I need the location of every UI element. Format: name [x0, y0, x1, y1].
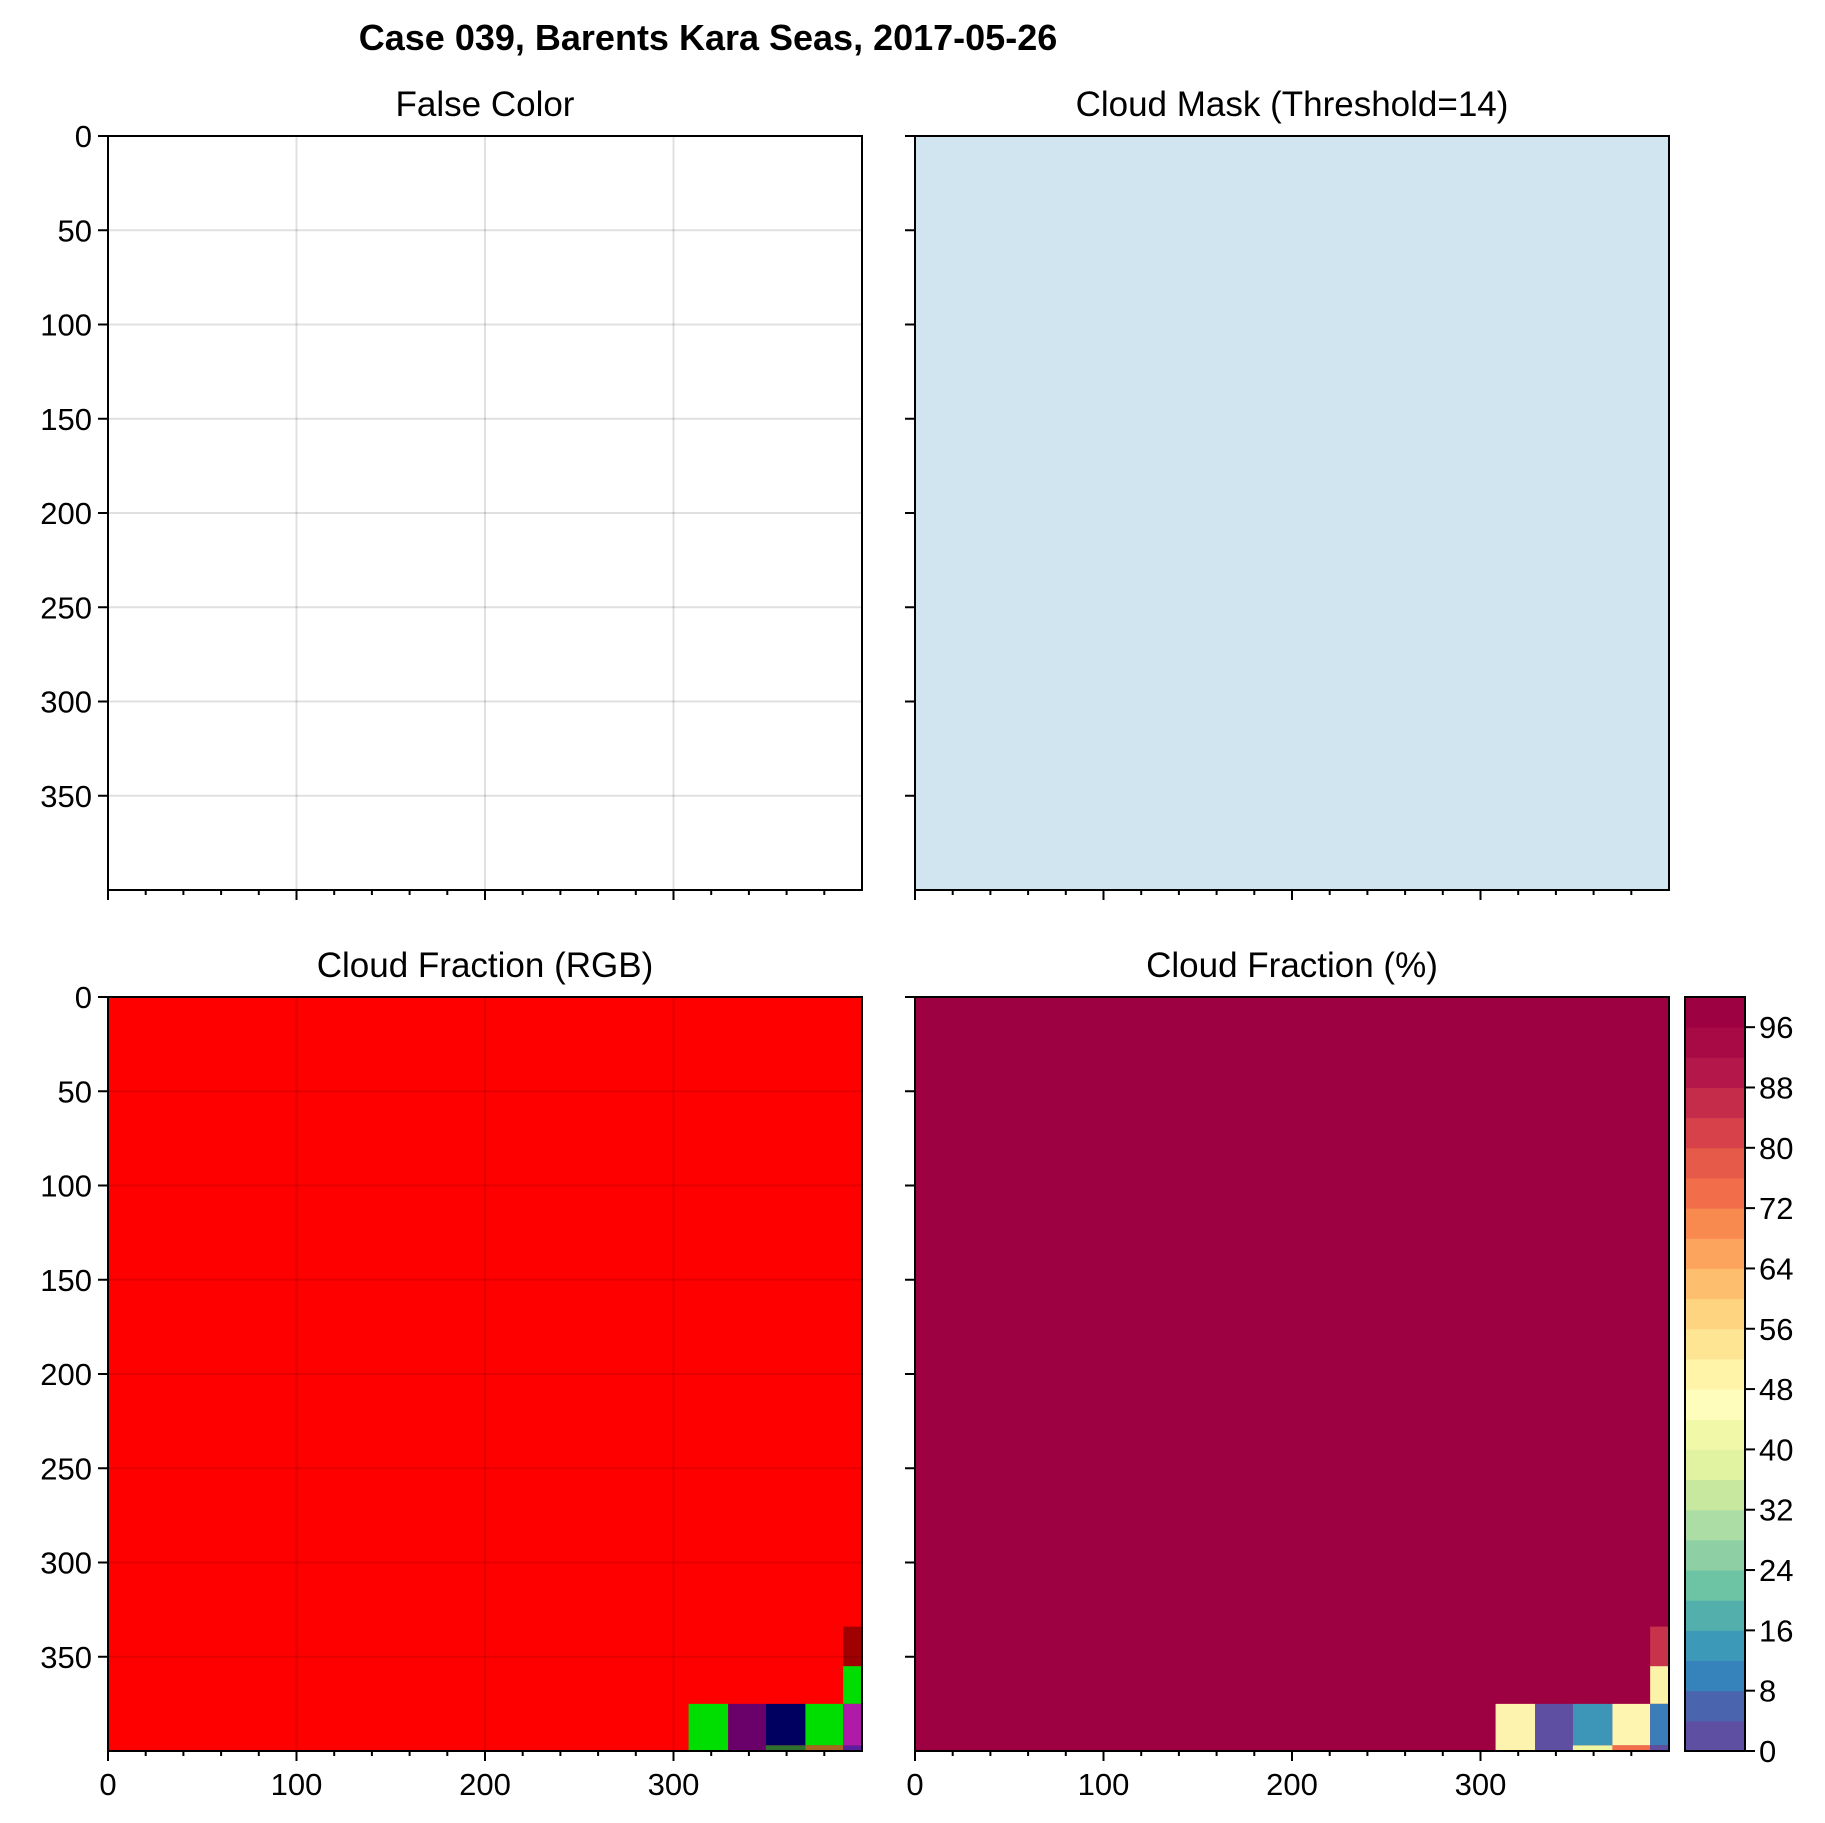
colorbar-segment: [1685, 1570, 1745, 1601]
colorbar-segment: [1685, 1449, 1745, 1481]
panel-title: Cloud Fraction (%): [1146, 946, 1438, 985]
x-tick-label: 200: [459, 1767, 511, 1802]
colorbar-tick-label: 40: [1759, 1432, 1793, 1467]
y-tick-label: 200: [40, 1357, 92, 1392]
panel-title: Cloud Mask (Threshold=14): [1076, 85, 1509, 124]
x-tick-label: 0: [906, 1767, 923, 1802]
y-tick-label: 300: [40, 685, 92, 720]
colorbar-segment: [1685, 1600, 1745, 1631]
heatmap-cell: [805, 1703, 844, 1746]
colorbar-segment: [1685, 1539, 1745, 1571]
y-tick-label: 150: [40, 1263, 92, 1298]
heatmap-cell: [1650, 1626, 1669, 1667]
colorbar-segment: [1685, 1268, 1745, 1300]
panel-cloud-fraction: Cloud Fraction (%) 0 100 200 300 0 8 16 24 32 40 48…: [905, 946, 1793, 1802]
x-tick-label: 300: [1455, 1767, 1507, 1802]
heatmap-cell: [1612, 1703, 1651, 1746]
heatmap-cell: [1572, 1745, 1613, 1751]
colorbar-segment: [1685, 1358, 1745, 1390]
colorbar-segment: [1685, 1087, 1745, 1119]
y-tick-label: 150: [40, 402, 92, 437]
heatmap-background: [915, 136, 1669, 890]
y-tick-label: 300: [40, 1546, 92, 1581]
y-tick-label: 200: [40, 496, 92, 531]
colorbar-segment: [1685, 1298, 1745, 1330]
heatmap-cell: [1495, 1703, 1536, 1751]
colorbar-tick-label: 24: [1759, 1553, 1793, 1588]
colorbar-segment: [1685, 1208, 1745, 1239]
heatmap-cell: [843, 1666, 862, 1704]
heatmap-cell: [1535, 1703, 1573, 1751]
heatmap-cell: [843, 1626, 862, 1667]
colorbar-segment: [1685, 1419, 1745, 1450]
colorbar-frame: [1684, 996, 1746, 1752]
heatmap-cell: [1650, 1745, 1669, 1751]
heatmap-cell: [1650, 1666, 1669, 1704]
colorbar-tick-label: 64: [1759, 1251, 1793, 1286]
colorbar-segment: [1685, 1720, 1745, 1752]
colorbar-segment: [1685, 997, 1745, 1028]
heatmap-background: [915, 997, 1669, 1751]
colorbar: 0 8 16 24 32 40 48 56 64 72 80 88 96: [1684, 996, 1793, 1769]
panel-cloud-fraction-rgb: Cloud Fraction (RGB) 0 100 200 300 0 50 100 150 2…: [40, 946, 863, 1802]
heatmap-background: [108, 136, 862, 890]
colorbar-segment: [1685, 1660, 1745, 1692]
colorbar-tick-label: 32: [1759, 1493, 1793, 1528]
heatmap-cell: [688, 1703, 729, 1751]
panel-false-color: False Color 0 50 100 150 200 250 300 350: [40, 85, 863, 900]
colorbar-segment: [1685, 1479, 1745, 1511]
heatmap-cell: [1572, 1703, 1613, 1746]
colorbar-tick-label: 80: [1759, 1131, 1793, 1166]
colorbar-segment: [1685, 1630, 1745, 1662]
y-tick-label: 50: [58, 213, 92, 248]
x-tick-label: 100: [1078, 1767, 1130, 1802]
heatmap-cell: [1650, 1703, 1669, 1746]
colorbar-tick-label: 56: [1759, 1312, 1793, 1347]
y-tick-label: 100: [40, 1169, 92, 1204]
heatmap-cell: [805, 1745, 844, 1751]
x-tick-label: 200: [1266, 1767, 1318, 1802]
panel-cloud-mask-threshold-14: Cloud Mask (Threshold=14): [905, 85, 1670, 900]
figure-title: Case 039, Barents Kara Seas, 2017-05-26: [359, 17, 1057, 58]
y-tick-label: 100: [40, 308, 92, 343]
y-tick-label: 250: [40, 590, 92, 625]
y-tick-label: 250: [40, 1451, 92, 1486]
colorbar-tick-label: 72: [1759, 1191, 1793, 1226]
colorbar-segment: [1685, 1690, 1745, 1722]
colorbar-segment: [1685, 1117, 1745, 1149]
heatmap-cell: [843, 1745, 862, 1751]
heatmap-cell: [1612, 1745, 1651, 1751]
y-tick-label: 0: [75, 980, 92, 1015]
heatmap-cell: [728, 1703, 766, 1751]
heatmap-background: [108, 997, 862, 1751]
colorbar-segment: [1685, 1057, 1745, 1088]
colorbar-tick-label: 16: [1759, 1613, 1793, 1648]
heatmap-cell: [843, 1703, 862, 1746]
colorbar-segment: [1685, 1238, 1745, 1269]
colorbar-tick-label: 96: [1759, 1010, 1793, 1045]
colorbar-segment: [1685, 1389, 1745, 1420]
y-tick-label: 350: [40, 779, 92, 814]
colorbar-segment: [1685, 1027, 1745, 1058]
y-tick-label: 0: [75, 119, 92, 154]
x-tick-label: 0: [99, 1767, 116, 1802]
y-tick-label: 50: [58, 1074, 92, 1109]
colorbar-tick-label: 88: [1759, 1070, 1793, 1105]
colorbar-tick-label: 48: [1759, 1372, 1793, 1407]
colorbar-segment: [1685, 1177, 1745, 1209]
colorbar-segment: [1685, 1147, 1745, 1179]
colorbar-tick-label: 8: [1759, 1674, 1776, 1709]
colorbar-tick-label: 0: [1759, 1734, 1776, 1769]
heatmap-cell: [765, 1745, 806, 1751]
panel-title: False Color: [396, 85, 575, 124]
y-tick-label: 350: [40, 1640, 92, 1675]
colorbar-segment: [1685, 1509, 1745, 1541]
heatmap-cell: [765, 1703, 806, 1746]
x-tick-label: 300: [648, 1767, 700, 1802]
panels: False Color 0 50 100 150 200 250 300 350 Cloud Ma…: [40, 85, 1793, 1802]
panel-title: Cloud Fraction (RGB): [317, 946, 653, 985]
x-tick-label: 100: [271, 1767, 323, 1802]
colorbar-segment: [1685, 1328, 1745, 1360]
